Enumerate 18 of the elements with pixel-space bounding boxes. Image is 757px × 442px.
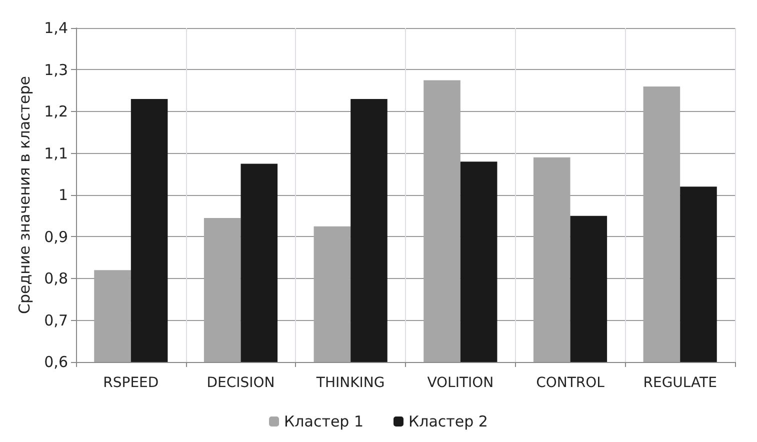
y-tick-label: 0,6 xyxy=(44,353,68,371)
x-tick-label: REGULATE xyxy=(643,375,717,391)
y-tick-label: 1 xyxy=(58,186,68,204)
x-tick-label: DECISION xyxy=(206,375,275,391)
y-tick-label: 0,7 xyxy=(44,311,68,330)
y-axis-title: Средние значения в кластере xyxy=(16,76,34,314)
x-tick-label: VOLITION xyxy=(427,375,494,391)
y-tick-label: 1,2 xyxy=(44,102,68,120)
y-tick-label: 0,8 xyxy=(44,270,68,288)
x-tick-label: CONTROL xyxy=(536,375,605,391)
y-tick-label: 1,3 xyxy=(44,60,68,79)
legend-label: Кластер 2 xyxy=(408,412,488,430)
x-tick-label: RSPEED xyxy=(103,375,159,391)
y-tick-label: 0,9 xyxy=(44,228,68,246)
y-tick-label: 1,1 xyxy=(44,144,68,162)
legend-label: Кластер 1 xyxy=(284,412,364,430)
x-tick-label: THINKING xyxy=(315,375,385,391)
y-tick-label: 1,4 xyxy=(44,19,68,37)
